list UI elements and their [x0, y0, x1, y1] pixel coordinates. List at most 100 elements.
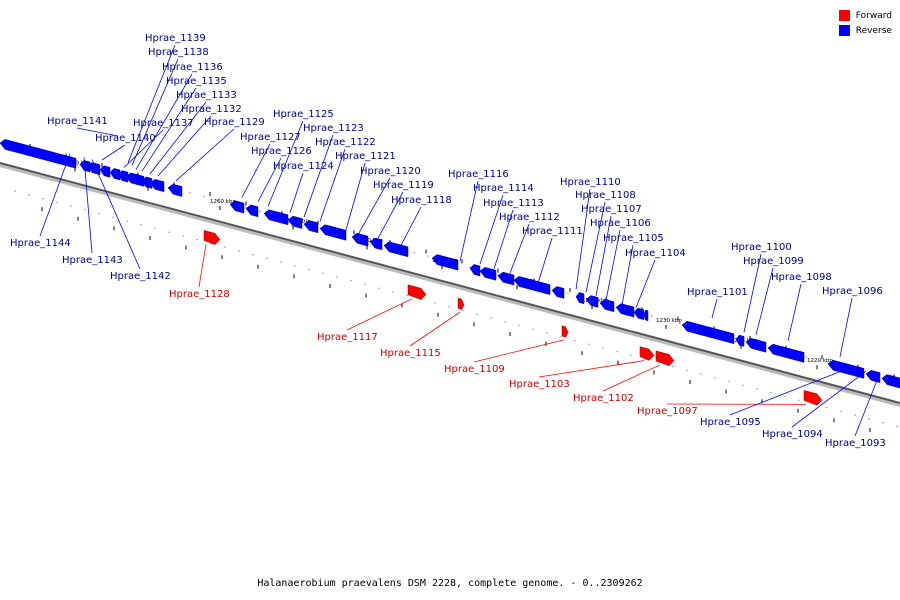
leader-hprae_1123 [303, 134, 334, 218]
gene-label-hprae_1124: Hprae_1124 [273, 161, 334, 172]
dot-above [665, 318, 667, 321]
dot-below [350, 280, 352, 282]
leader-hprae_1113 [493, 209, 514, 269]
dot-below [742, 384, 744, 386]
dot-below [840, 410, 842, 413]
leader-hprae_1094 [791, 370, 867, 428]
forward-swatch [838, 10, 850, 21]
leader-hprae_1105 [621, 244, 634, 306]
dot-below [630, 354, 632, 357]
dot-above [497, 274, 499, 276]
gene-label-hprae_1123: Hprae_1123 [303, 123, 364, 134]
gene-label-hprae_1119: Hprae_1119 [373, 180, 434, 191]
dot-below [56, 201, 58, 204]
gene-hprae_1106 [615, 303, 635, 318]
gene-label-hprae_1109: Hprae_1109 [444, 364, 505, 375]
gene-label-hprae_1141: Hprae_1141 [47, 116, 108, 127]
dot-below [336, 276, 338, 278]
gene-label-hprae_1100: Hprae_1100 [731, 242, 792, 253]
leader-hprae_1100 [743, 253, 762, 333]
gene-label-hprae_1129: Hprae_1129 [204, 117, 265, 128]
dot-below [266, 257, 268, 260]
dot-below [14, 190, 16, 192]
gene-label-hprae_1097: Hprae_1097 [637, 406, 698, 417]
gene-hprae_1103 [639, 346, 655, 361]
gene-hprae_1104 [643, 309, 649, 322]
gene-hprae_1129 [167, 183, 183, 197]
dot-below [574, 339, 576, 342]
gene-label-hprae_1095: Hprae_1095 [700, 417, 761, 428]
gene-hprae_1115 [457, 297, 465, 311]
dot-below [140, 224, 142, 226]
leader-hprae_1101 [711, 298, 718, 318]
dot-above [259, 210, 261, 213]
dot-above [203, 195, 205, 198]
gene-hprae_1138 [109, 168, 121, 181]
gene-label-hprae_1101: Hprae_1101 [687, 287, 748, 298]
leader-hprae_1132 [157, 115, 212, 177]
dot-above [217, 199, 219, 201]
scale-label: 1230 kbp [656, 318, 682, 324]
legend-forward: Forward [838, 8, 892, 23]
leader-hprae_1121 [345, 162, 366, 230]
gene-label-hprae_1138: Hprae_1138 [148, 47, 209, 58]
leader-hprae_1098 [787, 283, 802, 341]
dot-below [280, 261, 282, 263]
dot-below [196, 238, 198, 241]
gene-label-hprae_1115: Hprae_1115 [380, 348, 441, 359]
dot-below [672, 365, 674, 368]
dot-below [882, 421, 884, 424]
gene-label-hprae_1132: Hprae_1132 [181, 104, 242, 115]
leader-hprae_1122 [319, 148, 346, 222]
dot-below [560, 336, 562, 338]
gene-label-hprae_1104: Hprae_1104 [625, 248, 686, 259]
gene-label-hprae_1118: Hprae_1118 [391, 195, 452, 206]
gene-hprae_1098 [767, 343, 805, 363]
gene-label-hprae_1140: Hprae_1140 [95, 133, 156, 144]
genome-axis [0, 162, 900, 404]
gene-hprae_1101 [681, 320, 735, 345]
gene-label-hprae_1142: Hprae_1142 [110, 271, 171, 282]
dot-below [126, 220, 128, 222]
gene-hprae_1132 [149, 179, 165, 193]
dot-below [462, 309, 464, 312]
leader-hprae_1127 [241, 143, 271, 198]
leader-hprae_1125 [267, 120, 304, 207]
gene-hprae_1122 [319, 224, 347, 241]
leader-hprae_1129 [175, 128, 235, 182]
scale-label: 1260 kbp [210, 199, 236, 205]
dot-below [294, 265, 296, 267]
leader-hprae_1110 [575, 188, 591, 290]
dot-below [322, 272, 324, 274]
dot-above [245, 206, 247, 209]
gene-label-hprae_1113: Hprae_1113 [483, 198, 544, 209]
dot-below [546, 332, 548, 334]
dot-below [728, 380, 730, 383]
dot-below [364, 283, 366, 286]
dot-below [28, 194, 30, 196]
gene-label-hprae_1116: Hprae_1116 [448, 169, 509, 180]
gene-label-hprae_1107: Hprae_1107 [581, 204, 642, 215]
dot-below [756, 388, 758, 390]
leader-hprae_1104 [635, 259, 656, 308]
gene-hprae_1095 [865, 369, 881, 383]
leader-hprae_1114 [479, 194, 504, 265]
gene-hprae_1117 [407, 284, 427, 300]
scale-label: 1220 kbp [807, 358, 833, 364]
dot-above [819, 359, 821, 362]
gene-hprae_1111 [551, 286, 565, 299]
dot-below [406, 294, 408, 297]
dot-above [567, 292, 569, 295]
gene-hprae_1140 [89, 162, 101, 175]
gene-label-hprae_1108: Hprae_1108 [575, 190, 636, 201]
leader-hprae_1107 [595, 215, 612, 297]
gene-hprae_1116 [469, 264, 481, 277]
dot-below [868, 418, 870, 420]
gene-label-hprae_1105: Hprae_1105 [603, 233, 664, 244]
leader-hprae_1126 [257, 157, 282, 202]
dot-below [700, 373, 702, 375]
gene-label-hprae_1125: Hprae_1125 [273, 109, 334, 120]
leader-hprae_1118 [397, 206, 422, 252]
gene-hprae_1137 [117, 170, 129, 183]
